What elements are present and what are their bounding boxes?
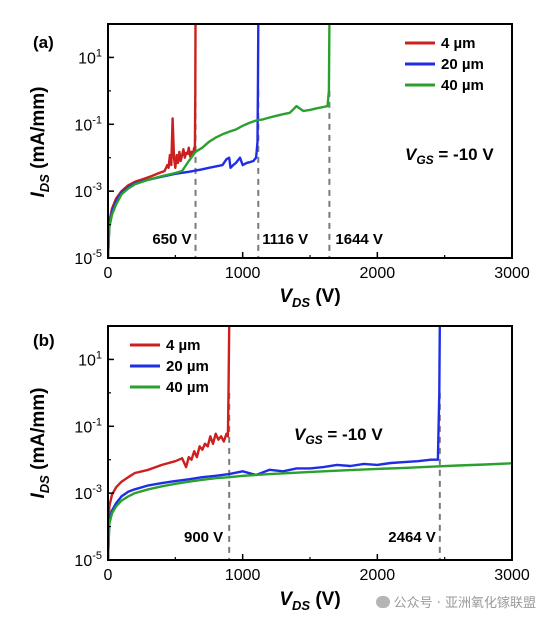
panel-a-x-tick-label: 0: [104, 265, 113, 282]
panel-a-x-tick-label: 2000: [360, 265, 396, 282]
panel-a-x-axis-label: VDS (V): [279, 286, 340, 310]
panel-b-x-tick-label: 1000: [225, 567, 261, 584]
watermark-text: 公众号 · 亚洲氧化镓联盟: [393, 596, 536, 611]
panel-b-series-line: [108, 326, 231, 560]
panel-b-label: (b): [33, 331, 55, 350]
panel-a-x-tick-label: 3000: [494, 265, 530, 282]
panel-b-y-tick-label: 10-5: [74, 550, 102, 570]
panel-a-series-group: [108, 24, 331, 258]
panel-b-legend: 4 µm 20 µm 40 µm: [130, 337, 209, 396]
panel-a-series-line: [108, 24, 197, 258]
panel-b-series-line: [108, 462, 512, 560]
panel-a: 0 1000 2000 3000 101 10-1 10-3 10-5 VDS (V) IDS (…: [28, 23, 530, 310]
panel-a-legend-label: 4 µm: [441, 35, 476, 52]
panel-a-y-tick-label: 101: [78, 47, 102, 67]
panel-b-x-tick-label: 2000: [360, 567, 396, 584]
panel-b-y-axis-label: IDS (mA/mm): [28, 388, 52, 499]
panel-b-legend-label: 20 µm: [166, 358, 209, 375]
panel-b-x-tick-label: 3000: [494, 567, 530, 584]
panel-a-label: (a): [33, 33, 54, 52]
panel-a-y-axis-label: IDS (mA/mm): [28, 87, 52, 198]
panel-a-breakdown-annotation: 650 V: [152, 231, 191, 248]
panel-a-series-line: [108, 24, 331, 258]
panel-b-breakdown-annotation: 2464 V: [388, 529, 436, 546]
panel-a-y-tick-label: 10-3: [74, 181, 102, 201]
panel-b-legend-label: 4 µm: [166, 337, 201, 354]
panel-a-vgs-annotation: VGS = -10 V: [405, 145, 494, 167]
panel-b-series-group: [108, 326, 512, 560]
panel-b-breakdown-annotation: 900 V: [184, 529, 223, 546]
panel-a-series-line: [108, 24, 260, 258]
watermark: 公众号 · 亚洲氧化镓联盟: [375, 592, 536, 611]
panel-b-vgs-annotation: VGS = -10 V: [294, 425, 383, 447]
panel-b: 0 1000 2000 3000 101 10-1 10-3 10-5 VDS (V) IDS (…: [28, 325, 530, 613]
panel-b-x-tick-label: 0: [104, 567, 113, 584]
panel-a-y-tick-label: 10-5: [74, 248, 102, 268]
panel-a-breakdown-annotation: 1644 V: [335, 231, 383, 248]
panel-a-x-tick-label: 1000: [225, 265, 261, 282]
panel-b-legend-label: 40 µm: [166, 379, 209, 396]
panel-a-breakdown-annotation: 1116 V: [262, 231, 308, 248]
wechat-icon: [375, 595, 390, 608]
panel-a-y-tick-label: 10-1: [74, 114, 102, 134]
panel-a-legend: 4 µm 20 µm 40 µm: [405, 35, 484, 94]
panel-a-legend-label: 40 µm: [441, 77, 484, 94]
panel-b-y-tick-label: 10-3: [74, 483, 102, 503]
panel-b-y-tick-label: 10-1: [74, 416, 102, 436]
panel-b-series-line: [108, 326, 441, 560]
panel-a-legend-label: 20 µm: [441, 56, 484, 73]
panel-b-x-axis-label: VDS (V): [279, 589, 340, 613]
panel-b-y-tick-label: 101: [78, 349, 102, 369]
